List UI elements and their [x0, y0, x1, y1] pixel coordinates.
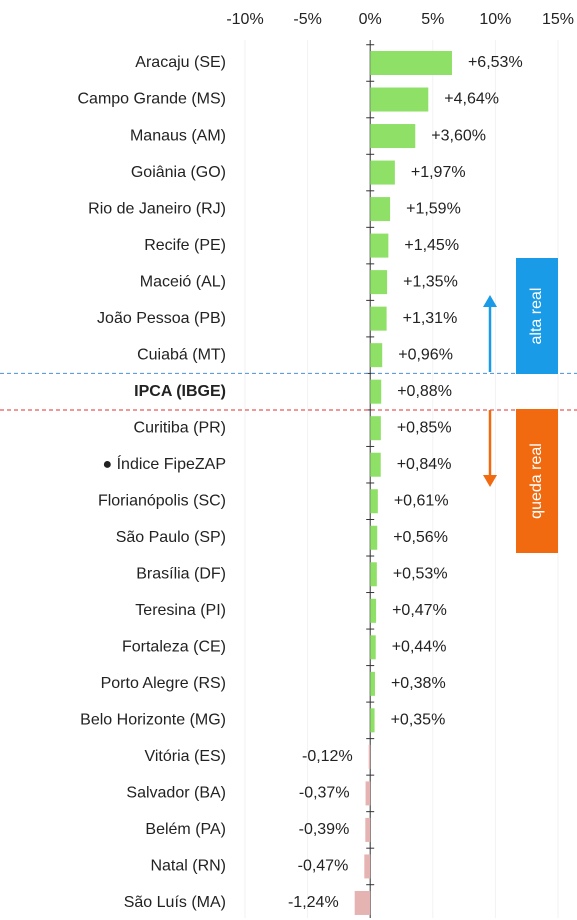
arrow-head: [483, 295, 497, 307]
y-tick-label: ● Índice FipeZAP: [103, 454, 227, 473]
bar: [370, 124, 416, 149]
value-label: +0,47%: [392, 602, 447, 619]
arrow-head: [483, 475, 497, 487]
annotation-box: [516, 258, 558, 374]
bar: [368, 744, 371, 769]
value-label: -0,39%: [299, 821, 350, 838]
value-label: -1,24%: [288, 894, 339, 911]
value-label: +0,96%: [398, 346, 453, 363]
annotation-text: queda real: [528, 443, 545, 519]
value-label: +1,97%: [411, 164, 466, 181]
bar: [370, 708, 375, 733]
bar: [370, 598, 377, 623]
value-label: -0,37%: [299, 785, 350, 802]
y-tick-label: Campo Grande (MS): [78, 91, 227, 108]
bar: [370, 635, 376, 660]
value-label: +0,38%: [391, 675, 446, 692]
y-tick-label: Vitória (ES): [144, 748, 226, 765]
y-tick-label: Aracaju (SE): [135, 54, 226, 71]
value-label: -0,12%: [302, 748, 353, 765]
y-tick-label: Manaus (AM): [130, 127, 226, 144]
value-label: -0,47%: [298, 858, 349, 875]
bar: [370, 160, 395, 185]
value-label: +0,84%: [397, 456, 452, 473]
bar: [370, 671, 375, 696]
x-tick-label: -5%: [293, 11, 321, 28]
value-label: +6,53%: [468, 54, 523, 71]
bar: [370, 87, 429, 112]
value-label: +3,60%: [431, 127, 486, 144]
bar: [370, 379, 382, 404]
y-tick-label: Curitiba (PR): [134, 419, 226, 436]
value-label: +1,45%: [404, 237, 459, 254]
value-label: +4,64%: [444, 91, 499, 108]
bar: [370, 416, 381, 441]
bar: [370, 51, 452, 75]
y-tick-label: Salvador (BA): [126, 785, 226, 802]
bar: [370, 525, 378, 550]
y-tick-label: Teresina (PI): [135, 602, 226, 619]
y-tick-label: Rio de Janeiro (RJ): [88, 200, 226, 217]
bar: [370, 197, 391, 222]
x-tick-label: -10%: [226, 11, 263, 28]
annotation-box: [516, 409, 558, 553]
value-label: +1,31%: [403, 310, 458, 327]
y-tick-label: São Luís (MA): [124, 894, 226, 911]
x-tick-label: 15%: [542, 11, 574, 28]
y-tick-label: Florianópolis (SC): [98, 492, 226, 509]
y-tick-label: Fortaleza (CE): [122, 639, 226, 656]
y-tick-label: Porto Alegre (RS): [101, 675, 226, 692]
bar: [370, 233, 389, 258]
bar: [364, 854, 371, 879]
x-tick-label: 10%: [479, 11, 511, 28]
value-label: +0,53%: [393, 565, 448, 582]
value-label: +0,61%: [394, 492, 449, 509]
y-tick-label: Natal (RN): [150, 858, 226, 875]
value-label: +0,56%: [393, 529, 448, 546]
y-tick-label: Belém (PA): [145, 821, 226, 838]
bar: [365, 817, 371, 842]
bar: [370, 306, 387, 331]
value-label: +0,35%: [391, 712, 446, 729]
y-tick-label: Brasília (DF): [136, 565, 226, 582]
value-label: +0,44%: [392, 639, 447, 656]
bar: [370, 343, 383, 368]
value-label: +0,88%: [397, 383, 452, 400]
bar: [370, 489, 378, 514]
x-tick-label: 5%: [421, 11, 444, 28]
y-tick-label: IPCA (IBGE): [134, 383, 226, 400]
y-tick-label: Maceió (AL): [140, 273, 226, 290]
annotation-text: alta real: [528, 288, 545, 345]
y-tick-label: Cuiabá (MT): [137, 346, 226, 363]
value-label: +0,85%: [397, 419, 452, 436]
bar: [365, 781, 371, 806]
bar: [370, 562, 377, 587]
y-tick-label: Goiânia (GO): [131, 164, 226, 181]
bar: [370, 270, 388, 295]
x-tick-label: 0%: [359, 11, 382, 28]
y-tick-label: Belo Horizonte (MG): [80, 712, 226, 729]
bar: [370, 452, 381, 477]
y-tick-label: João Pessoa (PB): [97, 310, 226, 327]
value-label: +1,59%: [406, 200, 461, 217]
value-label: +1,35%: [403, 273, 458, 290]
bar: [354, 890, 371, 915]
y-tick-label: São Paulo (SP): [116, 529, 226, 546]
y-tick-label: Recife (PE): [144, 237, 226, 254]
